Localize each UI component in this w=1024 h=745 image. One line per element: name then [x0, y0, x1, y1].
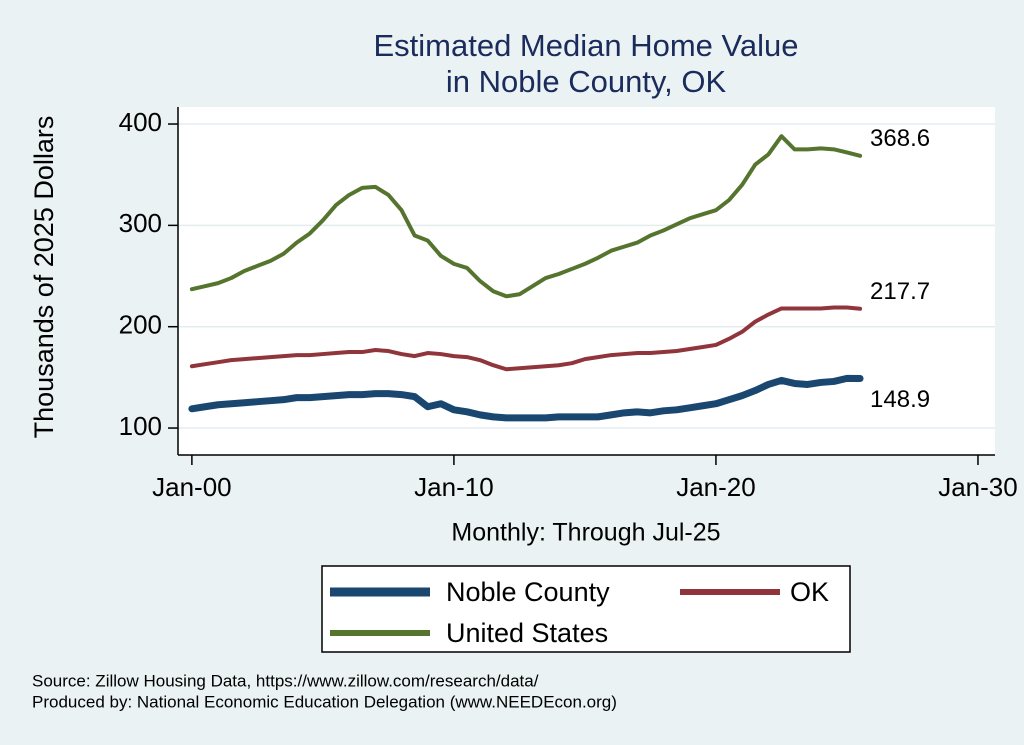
x-tick-label: Jan-20 — [676, 472, 756, 502]
x-axis-label: Monthly: Through Jul-25 — [451, 519, 720, 547]
y-tick-label: 200 — [119, 310, 162, 340]
y-tick-label: 400 — [119, 107, 162, 137]
note: Source: Zillow Housing Data, https://www… — [32, 671, 539, 690]
chart-title: Estimated Median Home Value — [373, 28, 798, 63]
chart-title: in Noble County, OK — [446, 64, 727, 99]
legend — [321, 565, 851, 653]
x-tick-label: Jan-30 — [938, 472, 1018, 502]
x-tick-label: Jan-00 — [152, 472, 232, 502]
end-value-label: 217.7 — [870, 278, 930, 305]
series-line — [189, 305, 863, 372]
note: Produced by: National Economic Education… — [32, 692, 617, 711]
x-tick-label: Jan-10 — [414, 472, 494, 502]
y-tick-label: 300 — [119, 208, 162, 238]
y-tick-label: 100 — [119, 411, 162, 441]
legend-label: Noble County — [446, 577, 610, 607]
legend-label: United States — [446, 618, 608, 648]
end-value-label: 368.6 — [870, 125, 930, 152]
legend-label: OK — [790, 577, 829, 607]
end-value-label: 148.9 — [870, 386, 930, 413]
y-axis-label: Thousands of 2025 Dollars — [29, 116, 59, 439]
series-line — [189, 134, 863, 299]
series-line — [188, 374, 864, 422]
